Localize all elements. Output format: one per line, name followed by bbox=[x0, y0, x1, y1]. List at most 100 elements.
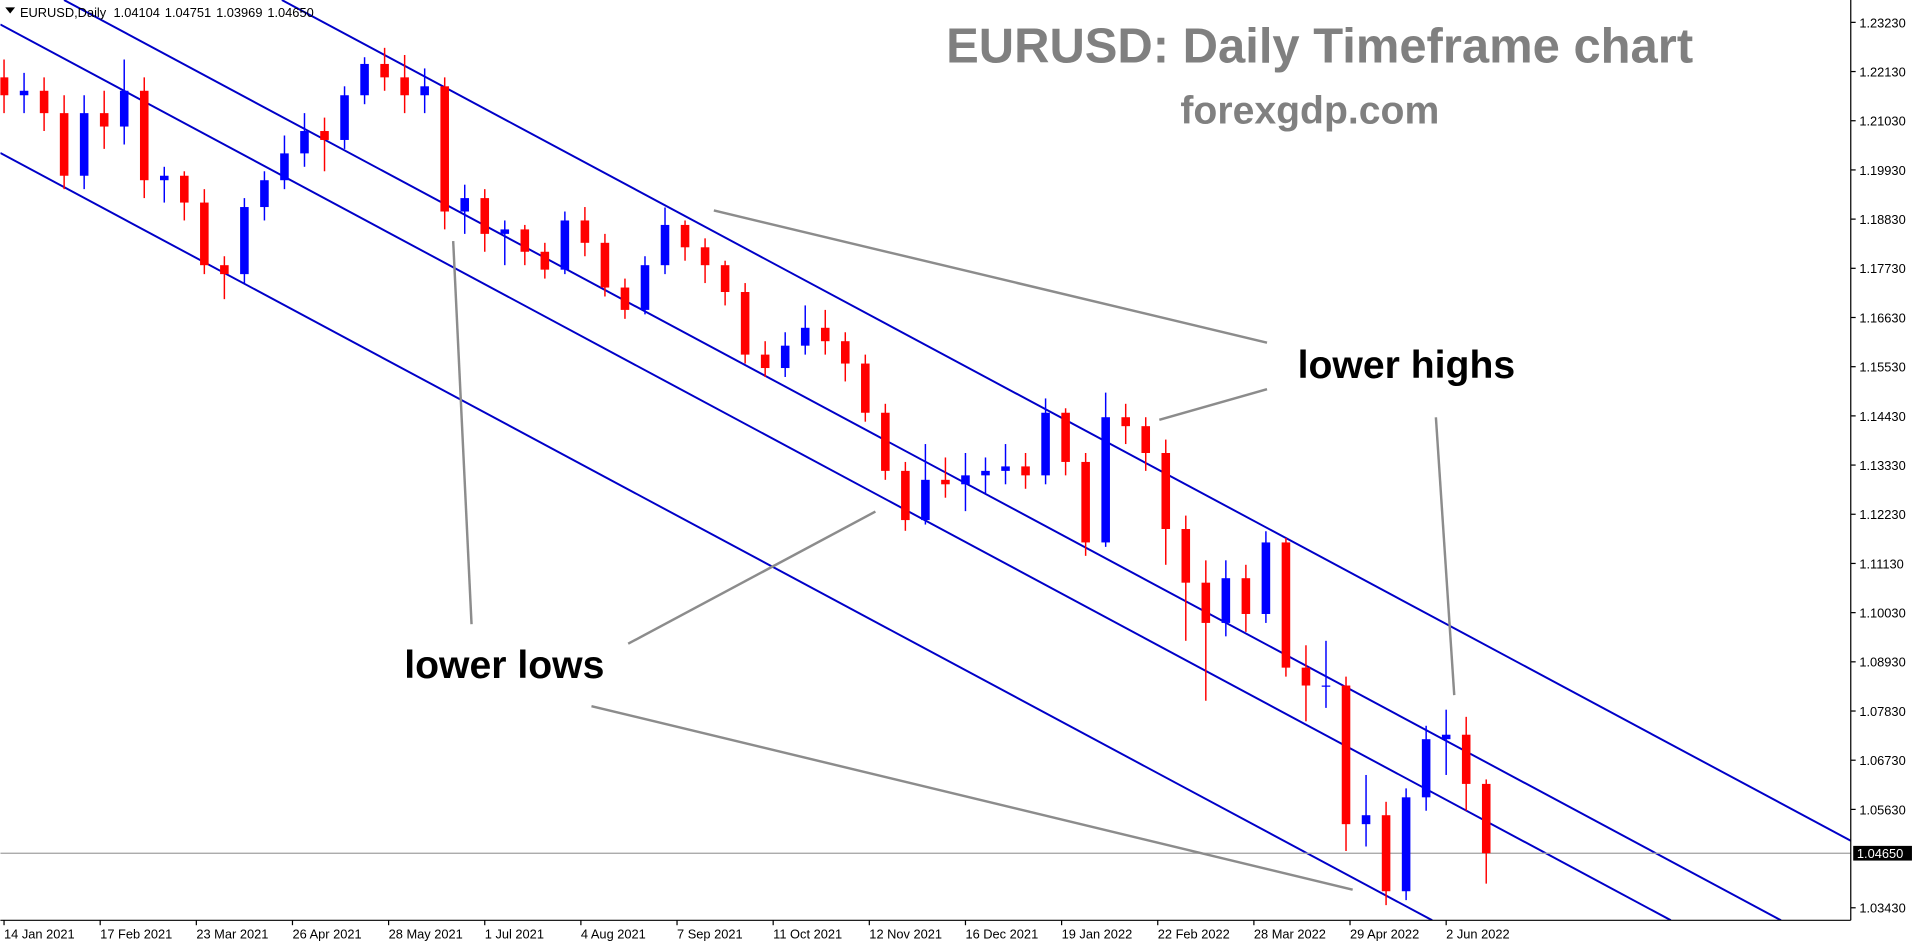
candle-body bbox=[1081, 461, 1090, 543]
chart-title: EURUSD: Daily Timeframe chart bbox=[946, 19, 1693, 73]
candle-body bbox=[1041, 412, 1050, 476]
candle-body bbox=[720, 265, 730, 293]
pointer-line bbox=[713, 209, 1268, 344]
candle-body bbox=[1481, 783, 1491, 854]
candle-body bbox=[1361, 815, 1371, 825]
candle-body bbox=[220, 265, 229, 275]
candle-body bbox=[139, 90, 149, 181]
y-tick-label: 1.08930 bbox=[1859, 655, 1905, 670]
pointer-line bbox=[627, 510, 876, 645]
candle-body bbox=[0, 77, 9, 96]
y-tick-label: 1.21030 bbox=[1859, 114, 1905, 129]
candle-body bbox=[79, 113, 89, 176]
header-value: 1.04104 bbox=[114, 5, 160, 20]
candle-body bbox=[440, 86, 449, 212]
candle-body bbox=[460, 198, 470, 212]
candle-body bbox=[1461, 734, 1471, 784]
x-tick-label: 4 Aug 2021 bbox=[581, 927, 646, 942]
x-tick-label: 2 Jun 2022 bbox=[1446, 927, 1509, 942]
candle-body bbox=[1141, 426, 1151, 453]
candle-body bbox=[961, 475, 970, 485]
candle-body bbox=[700, 247, 710, 266]
candle-body bbox=[500, 229, 510, 234]
candle-body bbox=[360, 63, 369, 96]
y-tick-label: 1.13330 bbox=[1859, 458, 1905, 473]
candle-body bbox=[159, 175, 169, 181]
y-tick-label: 1.14430 bbox=[1859, 409, 1905, 424]
x-tick-label: 11 Oct 2021 bbox=[773, 927, 842, 942]
x-tick-label: 19 Jan 2022 bbox=[1062, 927, 1133, 942]
candle-body bbox=[240, 207, 249, 275]
channel-line bbox=[63, 0, 1782, 921]
candle-body bbox=[941, 479, 950, 485]
candle-body bbox=[39, 90, 49, 114]
current-price-label: 1.04650 bbox=[1857, 846, 1903, 861]
x-tick-label: 28 May 2021 bbox=[389, 927, 463, 942]
candle-body bbox=[740, 292, 750, 355]
candle-body bbox=[1201, 582, 1211, 623]
candle-body bbox=[340, 95, 349, 140]
header-value: 1.03969 bbox=[216, 5, 262, 20]
x-tick-label: 28 Mar 2022 bbox=[1254, 927, 1326, 942]
y-tick-label: 1.10030 bbox=[1859, 606, 1905, 621]
y-tick-label: 1.03430 bbox=[1859, 901, 1905, 916]
candle-body bbox=[1301, 667, 1311, 686]
y-tick-label: 1.12230 bbox=[1859, 507, 1905, 522]
x-tick-label: 17 Feb 2021 bbox=[100, 927, 172, 942]
candle-body bbox=[760, 354, 770, 369]
candle-body bbox=[1401, 797, 1411, 892]
candle-body bbox=[600, 242, 610, 288]
candle-body bbox=[1261, 542, 1271, 614]
header-value: 1.04650 bbox=[267, 5, 313, 20]
candle-body bbox=[800, 327, 810, 346]
y-tick-label: 1.17730 bbox=[1859, 261, 1905, 276]
candle-body bbox=[881, 412, 890, 471]
y-tick-label: 1.15530 bbox=[1859, 360, 1905, 375]
x-tick-label: 29 Apr 2022 bbox=[1350, 927, 1419, 942]
candle-body bbox=[1021, 466, 1030, 476]
candle-body bbox=[380, 63, 389, 78]
candle-body bbox=[560, 220, 570, 270]
channel-line bbox=[0, 152, 1433, 921]
candle-body bbox=[520, 229, 530, 252]
y-tick-label: 1.22130 bbox=[1859, 64, 1905, 79]
pointer-line bbox=[1434, 417, 1456, 696]
candle-body bbox=[1241, 578, 1251, 614]
x-tick-label: 23 Mar 2021 bbox=[196, 927, 268, 942]
candle-body bbox=[260, 180, 269, 208]
annotation-lines bbox=[451, 209, 1456, 891]
candle-body bbox=[981, 470, 990, 476]
candle-body bbox=[1381, 815, 1391, 892]
candle-body bbox=[540, 251, 550, 270]
y-tick-label: 1.16630 bbox=[1859, 310, 1905, 325]
x-tick-label: 7 Sep 2021 bbox=[677, 927, 743, 942]
candle-body bbox=[660, 224, 670, 266]
plot-area bbox=[0, 0, 1851, 921]
candle-body bbox=[300, 131, 309, 154]
x-tick-label: 1 Jul 2021 bbox=[485, 927, 544, 942]
candle-body bbox=[1281, 542, 1291, 668]
candle-body bbox=[1161, 452, 1171, 530]
candle-body bbox=[1181, 529, 1191, 583]
candle-body bbox=[861, 363, 870, 413]
x-tick-label: 14 Jan 2021 bbox=[4, 927, 75, 942]
candle-body bbox=[1341, 685, 1351, 825]
x-tick-label: 12 Nov 2021 bbox=[869, 927, 942, 942]
candle-body bbox=[280, 153, 289, 181]
y-tick-label: 1.23230 bbox=[1859, 15, 1905, 30]
candle-body bbox=[901, 470, 910, 521]
candle-body bbox=[19, 90, 29, 96]
candle-body bbox=[1121, 417, 1130, 427]
candle-body bbox=[480, 198, 490, 234]
candle-body bbox=[1421, 739, 1431, 798]
candle-body bbox=[200, 202, 209, 266]
candle-body bbox=[820, 327, 830, 342]
candle-body bbox=[420, 86, 429, 96]
candle-body bbox=[1441, 734, 1451, 740]
menu-arrow[interactable] bbox=[5, 7, 16, 14]
candle-body bbox=[680, 224, 690, 248]
candle-body bbox=[1221, 578, 1231, 623]
header-value: 1.04751 bbox=[165, 5, 211, 20]
